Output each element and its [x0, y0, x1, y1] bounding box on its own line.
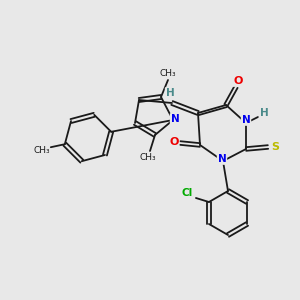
Text: S: S: [271, 142, 279, 152]
Text: O: O: [233, 76, 243, 86]
Text: CH₃: CH₃: [34, 146, 50, 155]
Text: N: N: [218, 154, 226, 164]
Text: CH₃: CH₃: [140, 154, 156, 163]
Text: N: N: [171, 114, 179, 124]
Text: H: H: [260, 108, 268, 118]
Text: N: N: [242, 115, 250, 125]
Text: Cl: Cl: [181, 188, 193, 198]
Text: O: O: [169, 137, 179, 147]
Text: CH₃: CH₃: [160, 68, 176, 77]
Text: H: H: [166, 88, 174, 98]
